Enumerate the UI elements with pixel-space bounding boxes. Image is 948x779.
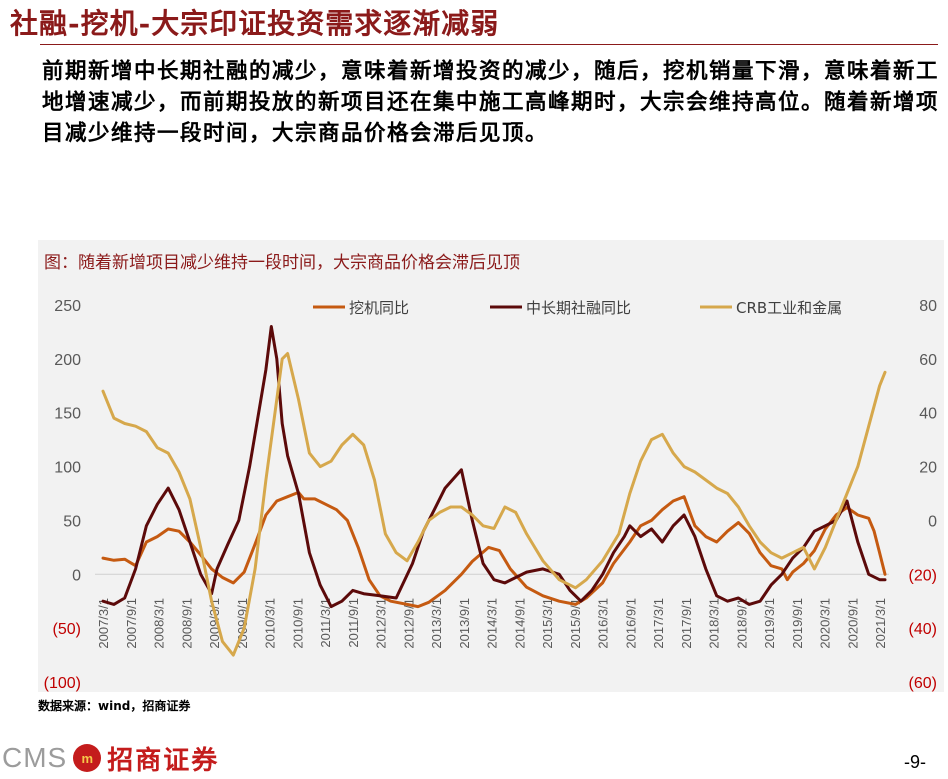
x-tick-label: 2018/9/1	[734, 598, 749, 649]
y-right-tick-label: (40)	[909, 621, 937, 638]
x-tick-label: 2019/9/1	[790, 598, 805, 649]
y-right-tick-label: (20)	[909, 567, 937, 584]
chart-panel	[38, 240, 944, 692]
x-tick-label: 2007/3/1	[96, 598, 111, 649]
company-logo: CMS m 招商证券	[2, 740, 219, 776]
logo-chinese-text: 招商证券	[107, 745, 220, 776]
y-right-tick-label: (60)	[909, 675, 937, 692]
x-tick-label: 2012/3/1	[374, 598, 389, 649]
x-tick-label: 2011/3/1	[318, 598, 333, 648]
y-left-tick-label: 100	[54, 460, 81, 477]
x-tick-label: 2011/9/1	[346, 598, 361, 648]
chart-caption: 图：随着新增项目减少维持一段时间，大宗商品价格会滞后见顶	[44, 253, 520, 273]
x-tick-label: 2013/9/1	[457, 598, 472, 649]
x-tick-label: 2020/3/1	[818, 598, 833, 649]
y-left-tick-label: 200	[54, 352, 81, 369]
x-tick-label: 2016/9/1	[623, 598, 638, 649]
y-left-tick-label: (100)	[44, 675, 81, 692]
y-right-tick-label: 80	[919, 298, 937, 315]
series-line-2	[101, 325, 887, 609]
x-tick-label: 2018/3/1	[707, 598, 722, 649]
title-divider	[40, 44, 938, 45]
logo-cms-text: CMS	[2, 742, 68, 773]
slide-title: 社融-挖机-大宗印证投资需求逐渐减弱	[10, 7, 500, 40]
x-tick-label: 2014/9/1	[512, 598, 527, 649]
x-tick-label: 2021/3/1	[873, 598, 888, 649]
x-tick-label: 2010/9/1	[290, 598, 305, 649]
x-tick-label: 2016/3/1	[596, 598, 611, 649]
y-left-tick-label: 50	[63, 513, 81, 530]
x-tick-label: 2014/3/1	[485, 598, 500, 649]
y-right-tick-label: 60	[919, 352, 937, 369]
logo-mark-icon: m	[73, 744, 102, 772]
x-tick-label: 2007/9/1	[124, 598, 139, 649]
y-right-tick-label: 0	[928, 513, 937, 530]
x-tick-label: 2020/9/1	[845, 598, 860, 649]
legend-label-3: CRB工业和金属	[736, 299, 842, 317]
x-tick-label: 2019/3/1	[762, 598, 777, 649]
page-number: -9-	[904, 752, 926, 772]
y-left-tick-label: 150	[54, 406, 81, 423]
series-line-3	[101, 352, 887, 657]
y-right-tick-label: 40	[919, 406, 937, 423]
x-tick-label: 2008/3/1	[152, 598, 167, 649]
x-tick-label: 2009/3/1	[207, 598, 222, 649]
y-left-tick-label: 0	[72, 567, 81, 584]
legend-label-2: 中长期社融同比	[526, 299, 631, 317]
x-tick-label: 2013/3/1	[429, 598, 444, 649]
x-tick-label: 2017/3/1	[651, 598, 666, 649]
y-left-tick-label: 250	[54, 298, 81, 315]
legend-label-1: 挖机同比	[349, 299, 409, 317]
x-tick-label: 2010/3/1	[263, 598, 278, 649]
x-tick-label: 2015/3/1	[540, 598, 555, 649]
x-tick-label: 2012/9/1	[401, 598, 416, 649]
y-right-tick-label: 20	[919, 460, 937, 477]
y-left-tick-label: (50)	[53, 621, 81, 638]
x-tick-label: 2015/9/1	[568, 598, 583, 649]
body-paragraph: 前期新增中长期社融的减少，意味着新增投资的减少，随后，挖机销量下滑，意味着新工地…	[42, 59, 940, 146]
x-tick-label: 2008/9/1	[179, 598, 194, 649]
x-tick-label: 2017/9/1	[679, 598, 694, 649]
data-source: 数据来源：wind，招商证券	[38, 699, 191, 713]
